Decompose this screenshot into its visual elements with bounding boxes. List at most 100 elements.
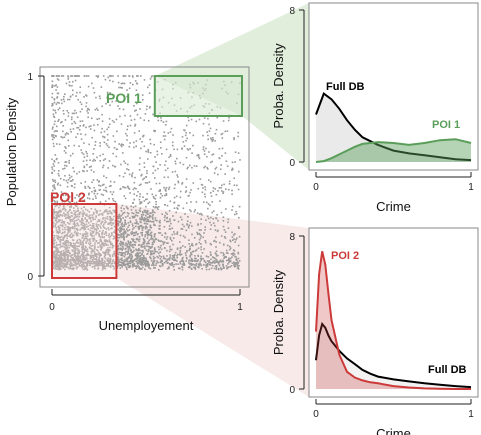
scatter-point bbox=[66, 233, 68, 236]
scatter-point bbox=[111, 247, 114, 249]
scatter-point bbox=[53, 262, 55, 265]
scatter-point bbox=[205, 268, 208, 271]
scatter-point bbox=[103, 217, 105, 220]
scatter-point bbox=[147, 148, 150, 151]
scatter-point bbox=[92, 240, 94, 242]
scatter-point bbox=[75, 233, 78, 235]
scatter-point bbox=[212, 265, 214, 267]
scatter-point bbox=[103, 136, 106, 138]
scatter-point bbox=[86, 237, 88, 240]
scatter-point bbox=[54, 85, 56, 87]
scatter-point bbox=[107, 259, 110, 262]
scatter-point bbox=[87, 225, 89, 228]
scatter-point bbox=[88, 215, 90, 218]
scatter-point bbox=[96, 212, 98, 214]
scatter-point bbox=[65, 244, 68, 246]
scatter-point bbox=[152, 218, 154, 220]
scatter-point bbox=[148, 181, 151, 183]
scatter-point bbox=[53, 123, 56, 126]
scatter-point bbox=[91, 254, 94, 257]
scatter-point bbox=[203, 150, 206, 152]
scatter-point bbox=[56, 251, 59, 253]
scatter-point bbox=[123, 195, 125, 197]
scatter-point bbox=[65, 179, 68, 182]
scatter-point bbox=[128, 188, 131, 190]
scatter-point bbox=[122, 108, 125, 111]
scatter-point bbox=[69, 177, 71, 179]
scatter-point bbox=[159, 224, 161, 227]
scatter-point bbox=[67, 214, 69, 217]
scatter-point bbox=[166, 255, 168, 257]
scatter-point bbox=[129, 82, 132, 84]
scatter-point bbox=[59, 219, 61, 221]
scatter-point bbox=[77, 242, 80, 244]
scatter-point bbox=[69, 229, 72, 231]
scatter-point bbox=[55, 229, 58, 232]
scatter-point bbox=[75, 215, 77, 218]
scatter-point bbox=[182, 163, 185, 166]
scatter-point bbox=[195, 262, 198, 265]
scatter-point bbox=[64, 241, 66, 243]
scatter-point bbox=[99, 230, 101, 232]
scatter-point bbox=[145, 257, 147, 260]
scatter-point bbox=[73, 217, 76, 220]
scatter-point bbox=[101, 259, 104, 262]
scatter-point bbox=[79, 125, 81, 127]
scatter-point bbox=[112, 80, 114, 83]
scatter-point bbox=[55, 204, 58, 207]
scatter-point bbox=[81, 246, 83, 249]
scatter-point bbox=[144, 113, 147, 115]
scatter-point bbox=[89, 128, 92, 130]
scatter-point bbox=[76, 232, 78, 234]
scatter-point bbox=[74, 109, 76, 112]
scatter-point bbox=[112, 135, 115, 137]
scatter-point bbox=[78, 215, 81, 218]
scatter-point bbox=[52, 126, 54, 128]
scatter-point bbox=[183, 263, 185, 265]
scatter-point bbox=[140, 174, 142, 177]
scatter-point bbox=[126, 134, 128, 137]
scatter-point bbox=[138, 266, 141, 268]
scatter-point bbox=[230, 265, 233, 267]
scatter-point bbox=[99, 238, 102, 241]
scatter-point bbox=[112, 199, 115, 202]
scatter-point bbox=[202, 146, 205, 148]
scatter-point bbox=[52, 85, 54, 88]
scatter-point bbox=[215, 250, 218, 253]
scatter-point bbox=[232, 252, 234, 255]
scatter-point bbox=[217, 173, 219, 176]
scatter-point bbox=[106, 263, 108, 266]
scatter-point bbox=[82, 215, 84, 217]
scatter-point bbox=[122, 232, 124, 234]
scatter-point bbox=[147, 150, 149, 152]
scatter-point bbox=[188, 249, 190, 252]
scatter-point bbox=[165, 192, 168, 195]
scatter-point bbox=[203, 248, 205, 250]
scatter-point bbox=[144, 268, 146, 271]
scatter-point bbox=[59, 224, 62, 226]
scatter-point bbox=[59, 238, 62, 241]
scatter-point bbox=[132, 240, 134, 242]
scatter-point bbox=[131, 245, 133, 247]
scatter-point bbox=[85, 102, 88, 104]
scatter-point bbox=[155, 194, 157, 197]
scatter-point bbox=[142, 178, 144, 181]
scatter-point bbox=[75, 227, 78, 230]
scatter-point bbox=[172, 256, 175, 258]
scatter-point bbox=[176, 253, 179, 256]
scatter-point bbox=[78, 129, 81, 131]
scatter-point bbox=[169, 254, 172, 256]
scatter-point bbox=[192, 259, 194, 262]
scatter-point bbox=[147, 210, 149, 213]
scatter-point bbox=[165, 194, 168, 196]
scatter-point bbox=[120, 243, 122, 245]
scatter-point bbox=[215, 261, 218, 263]
scatter-point bbox=[155, 203, 157, 206]
scatter-point bbox=[120, 123, 123, 125]
scatter-point bbox=[123, 208, 125, 210]
scatter-point bbox=[137, 75, 139, 77]
scatter-point bbox=[194, 255, 196, 257]
scatter-point bbox=[102, 225, 104, 227]
scatter-point bbox=[98, 241, 100, 244]
scatter-point bbox=[117, 224, 120, 227]
